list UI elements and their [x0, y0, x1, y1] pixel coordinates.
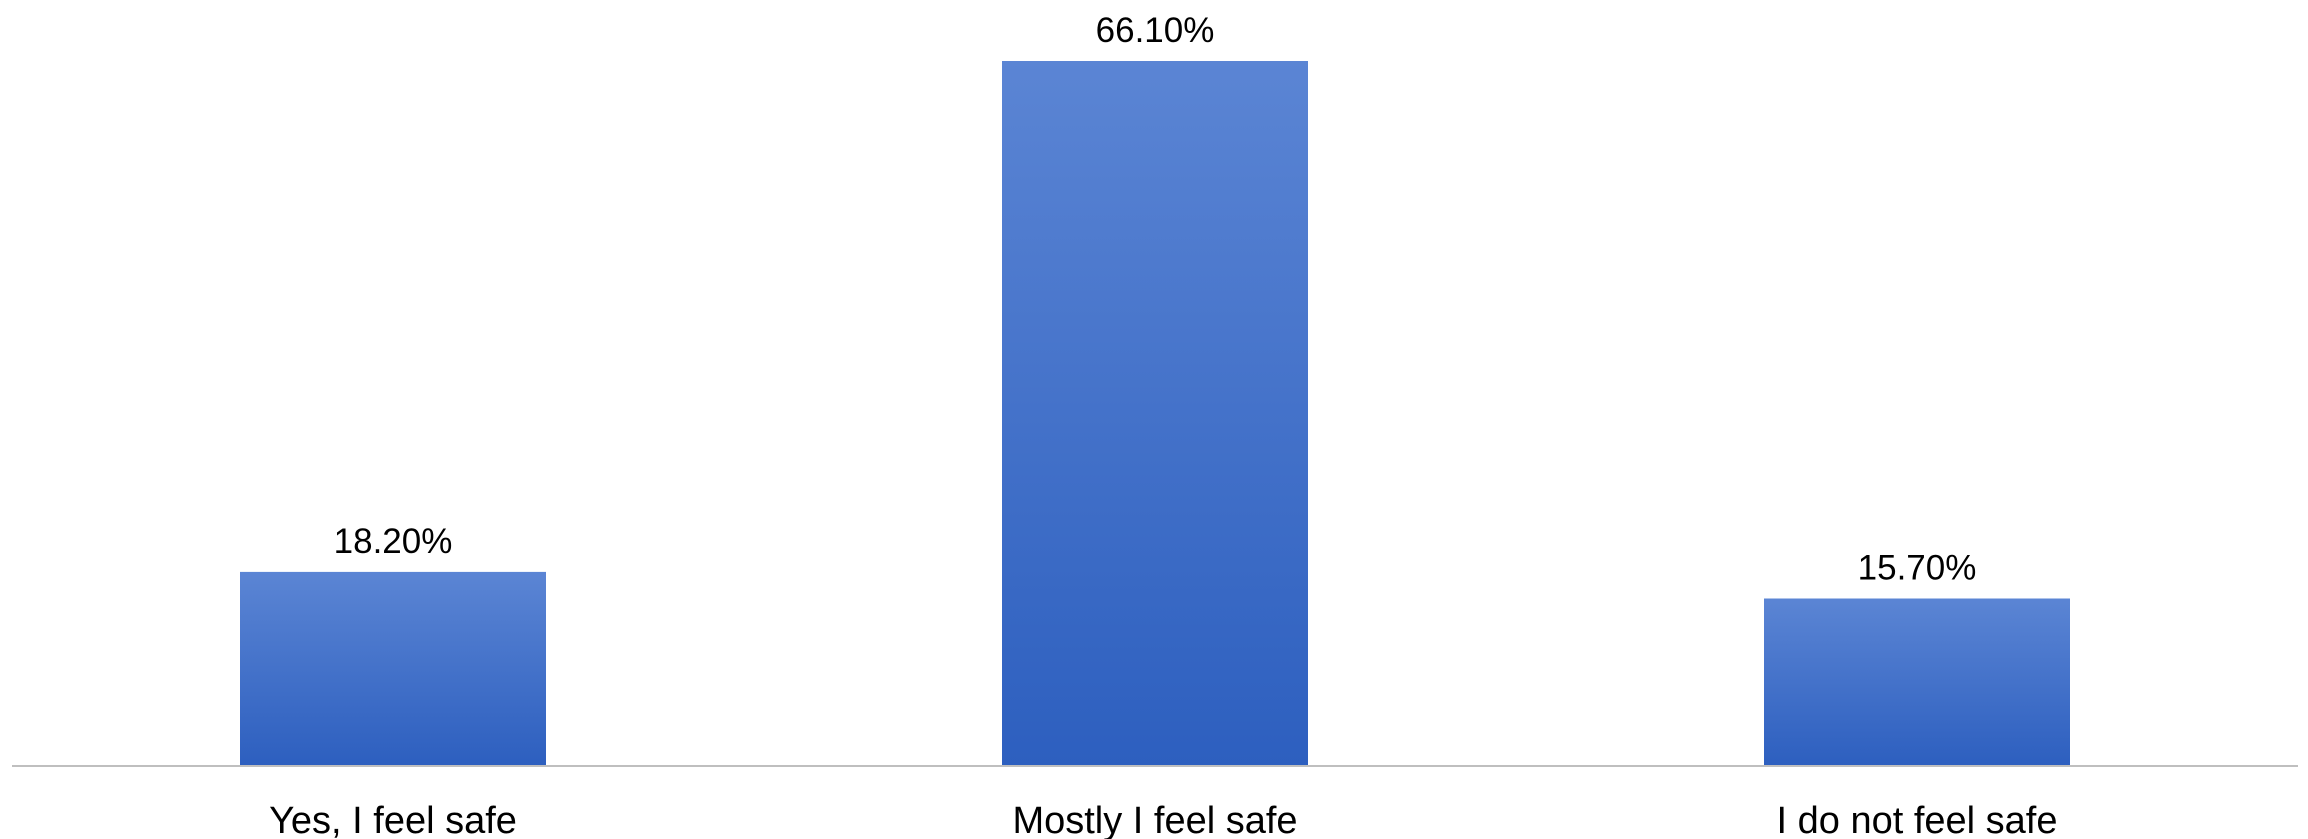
bars-layer [240, 61, 2070, 766]
category-label-0: Yes, I feel safe [269, 800, 517, 839]
category-label-1: Mostly I feel safe [1012, 800, 1297, 839]
bar-1 [1002, 61, 1308, 766]
data-label-0: 18.20% [334, 522, 453, 561]
category-label-2: I do not feel safe [1777, 800, 2058, 839]
data-label-2: 15.70% [1858, 549, 1977, 588]
data-label-1: 66.10% [1096, 11, 1215, 50]
bar-0 [240, 571, 546, 766]
labels-layer: 18.20% Yes, I feel safe 66.10% Mostly I fee… [269, 11, 2057, 839]
bar-2 [1764, 598, 2070, 766]
